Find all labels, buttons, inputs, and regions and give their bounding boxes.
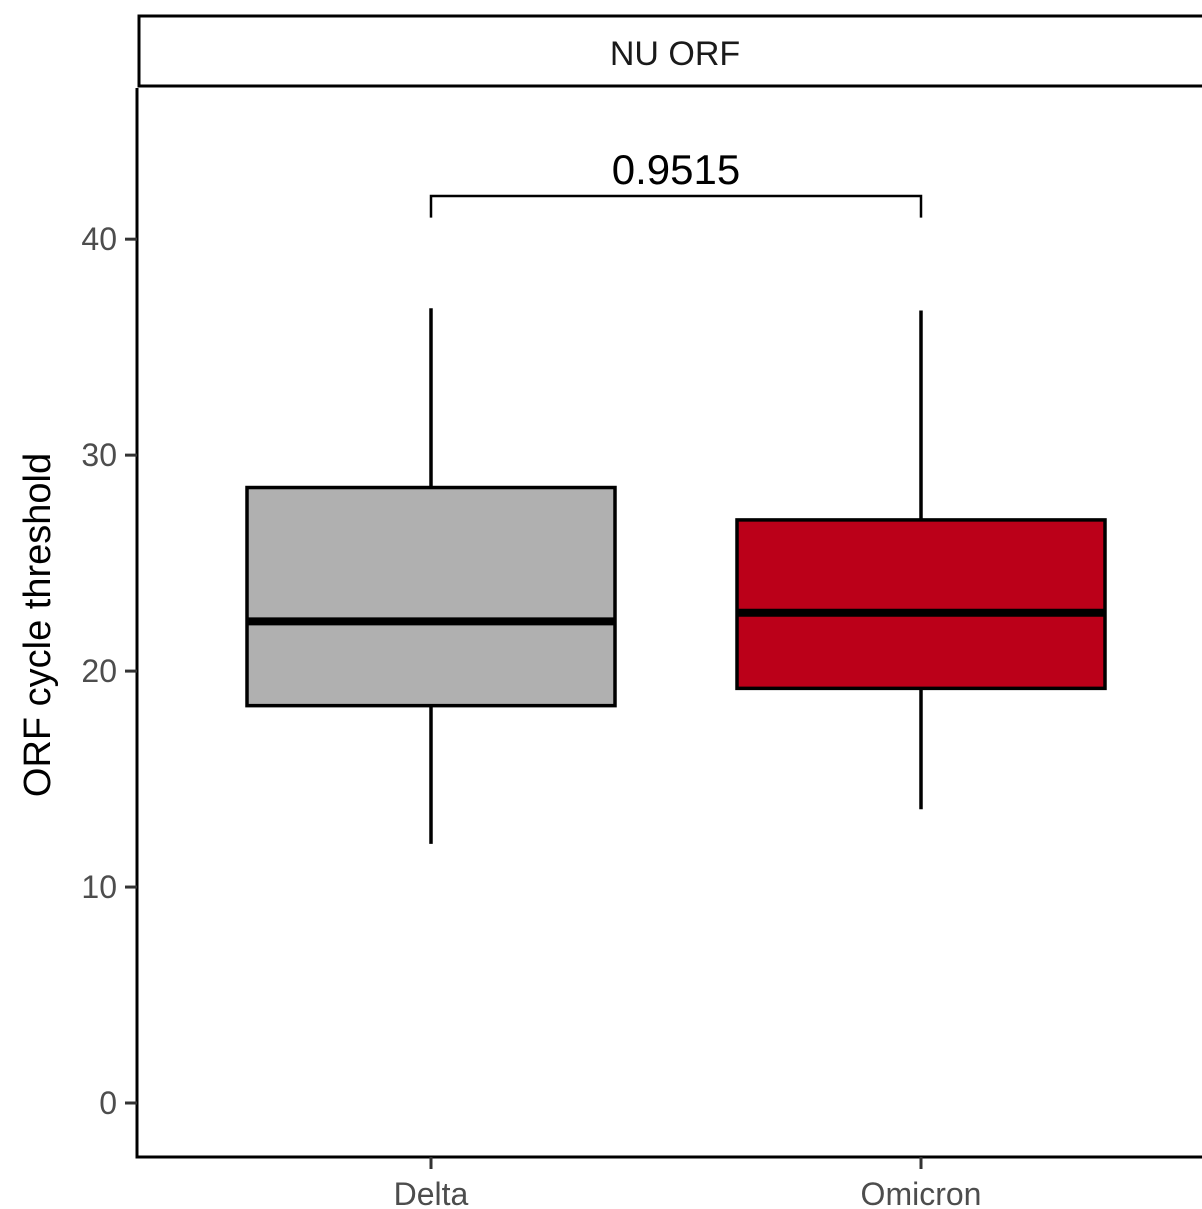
y-tick-label: 40 [81,221,117,257]
box-omicron [735,518,1107,691]
p-value-label: 0.9515 [612,146,740,193]
box-delta [245,485,617,708]
facet-strip-label: NU ORF [610,35,740,73]
y-tick-label: 10 [81,869,117,905]
y-tick-label: 30 [81,437,117,473]
x-tick-label-omicron: Omicron [861,1176,982,1209]
x-tick-label-delta: Delta [394,1176,469,1209]
plot-area: 0 10 20 30 40 Delta Omicron 0.9515 [81,88,1202,1209]
y-tick-label: 0 [99,1085,117,1121]
facet-strip [137,14,1202,88]
y-axis-title: ORF cycle threshold [17,453,59,797]
y-tick-label: 20 [81,653,117,689]
comparison-bracket [429,194,923,218]
